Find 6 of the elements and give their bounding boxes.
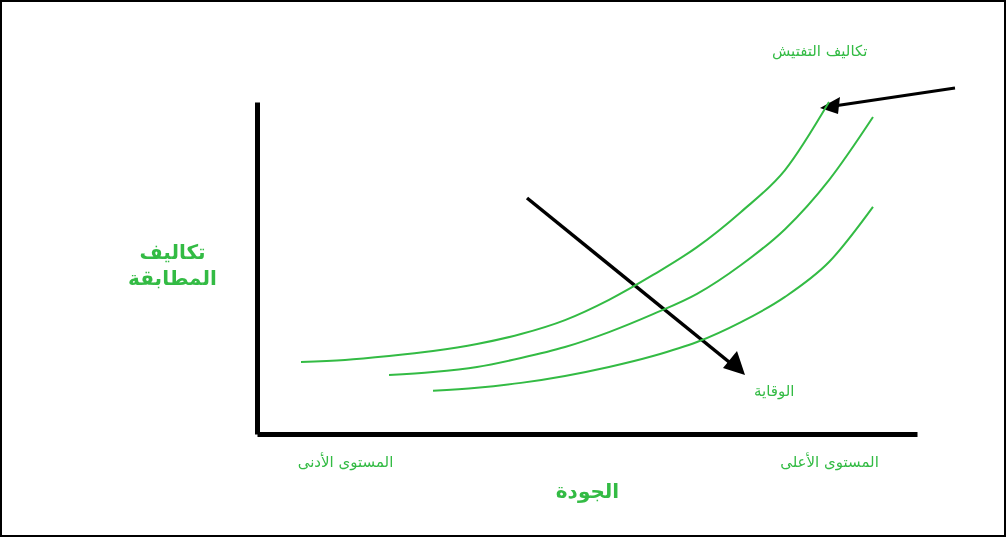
y-axis-title: تكاليف المطابقة <box>128 239 217 290</box>
annotation: الوقاية <box>754 382 795 400</box>
x-tick-label: المستوى الأعلى <box>780 451 879 471</box>
text: تكاليف التفتيش <box>772 42 868 60</box>
x-tick-label: المستوى الأدنى <box>297 451 394 471</box>
x-axis-title: الجودة <box>555 478 620 503</box>
